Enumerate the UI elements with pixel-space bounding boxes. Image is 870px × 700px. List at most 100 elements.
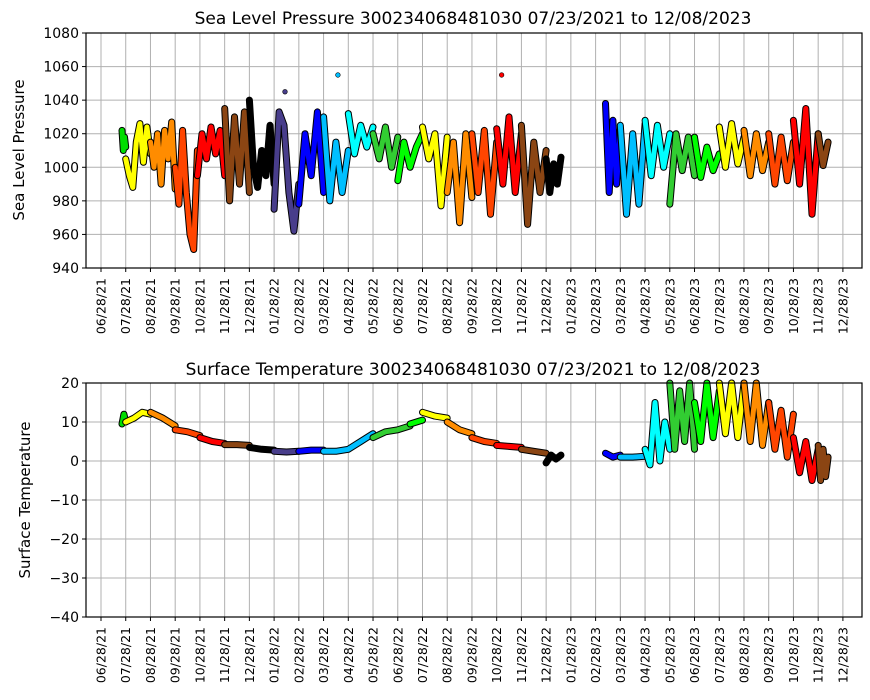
- data-segment: [494, 114, 524, 195]
- outlier-point: [282, 89, 288, 95]
- x-tick-label: 07/28/21: [118, 627, 133, 683]
- x-tick-label: 07/28/23: [712, 278, 727, 334]
- x-tick-label: 01/28/22: [267, 627, 282, 683]
- x-tick-label: 01/28/22: [267, 278, 282, 334]
- x-tick-label: 02/28/22: [291, 627, 306, 683]
- data-segment: [642, 400, 673, 468]
- x-tick-label: 07/28/23: [712, 627, 727, 683]
- data-series: [118, 72, 832, 253]
- x-tick-label: 03/28/22: [316, 278, 331, 334]
- data-segment: [271, 448, 302, 455]
- y-tick-label: 1040: [43, 93, 79, 109]
- x-tick-label: 06/28/22: [390, 278, 405, 334]
- chart-title: Surface Temperature 300234068481030 07/2…: [186, 360, 761, 380]
- y-tick-label: 960: [52, 227, 79, 243]
- x-tick-label: 03/28/23: [613, 278, 628, 334]
- x-tick-label: 06/28/23: [687, 627, 702, 683]
- data-series: [118, 379, 832, 484]
- x-tick-label: 05/28/22: [366, 627, 381, 683]
- y-tick-label: 20: [61, 376, 79, 392]
- data-segment: [420, 124, 450, 209]
- x-tick-label: 09/28/21: [168, 278, 183, 334]
- x-tick-label: 01/28/23: [563, 627, 578, 683]
- x-tick-label: 05/28/23: [662, 627, 677, 683]
- x-tick-label: 02/28/22: [291, 278, 306, 334]
- y-tick-label: 940: [52, 261, 79, 277]
- data-segment: [345, 111, 376, 157]
- outlier-point: [335, 72, 341, 78]
- x-tick-label: 02/28/23: [588, 627, 603, 683]
- data-segment: [172, 127, 200, 252]
- data-segment: [716, 121, 747, 170]
- x-tick-label: 12/28/23: [835, 278, 850, 334]
- data-segment: [321, 114, 351, 204]
- data-segment: [815, 131, 831, 169]
- y-tick-label: 0: [70, 454, 79, 470]
- x-tick-label: 11/28/23: [811, 278, 826, 334]
- x-tick-label: 10/28/22: [489, 627, 504, 683]
- y-axis-label: Surface Temperature: [16, 422, 34, 579]
- chart-title: Sea Level Pressure 300234068481030 07/23…: [195, 9, 752, 29]
- x-tick-label: 07/28/22: [415, 627, 430, 683]
- data-segment: [246, 444, 277, 453]
- x-tick-label: 10/28/22: [489, 278, 504, 334]
- x-tick-label: 11/28/22: [514, 627, 529, 683]
- data-segment: [194, 124, 228, 179]
- data-segment: [790, 435, 821, 483]
- y-tick-label: 1020: [43, 127, 79, 143]
- data-segment: [172, 427, 203, 439]
- data-segment: [692, 134, 722, 180]
- y-tick-label: 1000: [43, 160, 79, 176]
- data-segment: [518, 446, 549, 456]
- x-tick-label: 10/28/23: [786, 627, 801, 683]
- data-segment: [420, 409, 450, 421]
- data-segment: [123, 409, 153, 425]
- data-segment: [246, 97, 277, 190]
- x-tick-label: 12/28/22: [539, 627, 554, 683]
- x-tick-label: 10/28/21: [192, 627, 207, 683]
- x-tick-label: 11/28/23: [811, 627, 826, 683]
- data-segment: [518, 122, 549, 227]
- x-tick-label: 08/28/21: [143, 278, 158, 334]
- y-tick-label: −20: [49, 532, 79, 548]
- x-tick-label: 08/28/22: [440, 278, 455, 334]
- x-tick-label: 10/28/21: [192, 278, 207, 334]
- x-tick-label: 09/28/21: [168, 627, 183, 683]
- data-segment: [469, 127, 500, 217]
- x-tick-label: 11/28/21: [217, 627, 232, 683]
- x-tick-label: 08/28/23: [736, 627, 751, 683]
- x-tick-label: 10/28/23: [786, 278, 801, 334]
- data-segment: [148, 409, 178, 429]
- y-tick-label: 10: [61, 415, 79, 431]
- data-segment: [444, 131, 475, 226]
- x-tick-label: 08/28/21: [143, 627, 158, 683]
- x-tick-label: 01/28/23: [563, 278, 578, 334]
- sea-level-pressure-panel: Sea Level Pressure 300234068481030 07/23…: [10, 9, 863, 334]
- data-segment: [296, 447, 327, 454]
- x-tick-label: 11/28/21: [217, 278, 232, 334]
- data-segment: [296, 109, 327, 207]
- data-segment: [815, 442, 831, 483]
- outlier-point: [499, 72, 505, 78]
- data-segment: [617, 121, 648, 217]
- x-tick-label: 03/28/22: [316, 627, 331, 683]
- x-tick-label: 04/28/23: [638, 627, 653, 683]
- x-tick-label: 09/28/22: [464, 627, 479, 683]
- data-segment: [222, 442, 252, 448]
- y-tick-label: −40: [49, 610, 79, 626]
- y-tick-label: −10: [49, 493, 79, 509]
- data-segment: [667, 131, 697, 207]
- x-tick-label: 06/28/21: [94, 627, 109, 683]
- x-tick-label: 02/28/23: [588, 278, 603, 334]
- x-tick-label: 04/28/22: [341, 627, 356, 683]
- data-segment: [494, 442, 524, 450]
- x-tick-label: 12/28/21: [242, 627, 257, 683]
- plot-frame: [85, 382, 863, 618]
- data-segment: [469, 435, 500, 446]
- x-tick-label: 11/28/22: [514, 278, 529, 334]
- x-tick-label: 09/28/23: [761, 278, 776, 334]
- data-segment: [741, 127, 772, 179]
- y-tick-label: 1080: [43, 26, 79, 42]
- x-tick-label: 07/28/22: [415, 278, 430, 334]
- data-segment: [444, 419, 475, 437]
